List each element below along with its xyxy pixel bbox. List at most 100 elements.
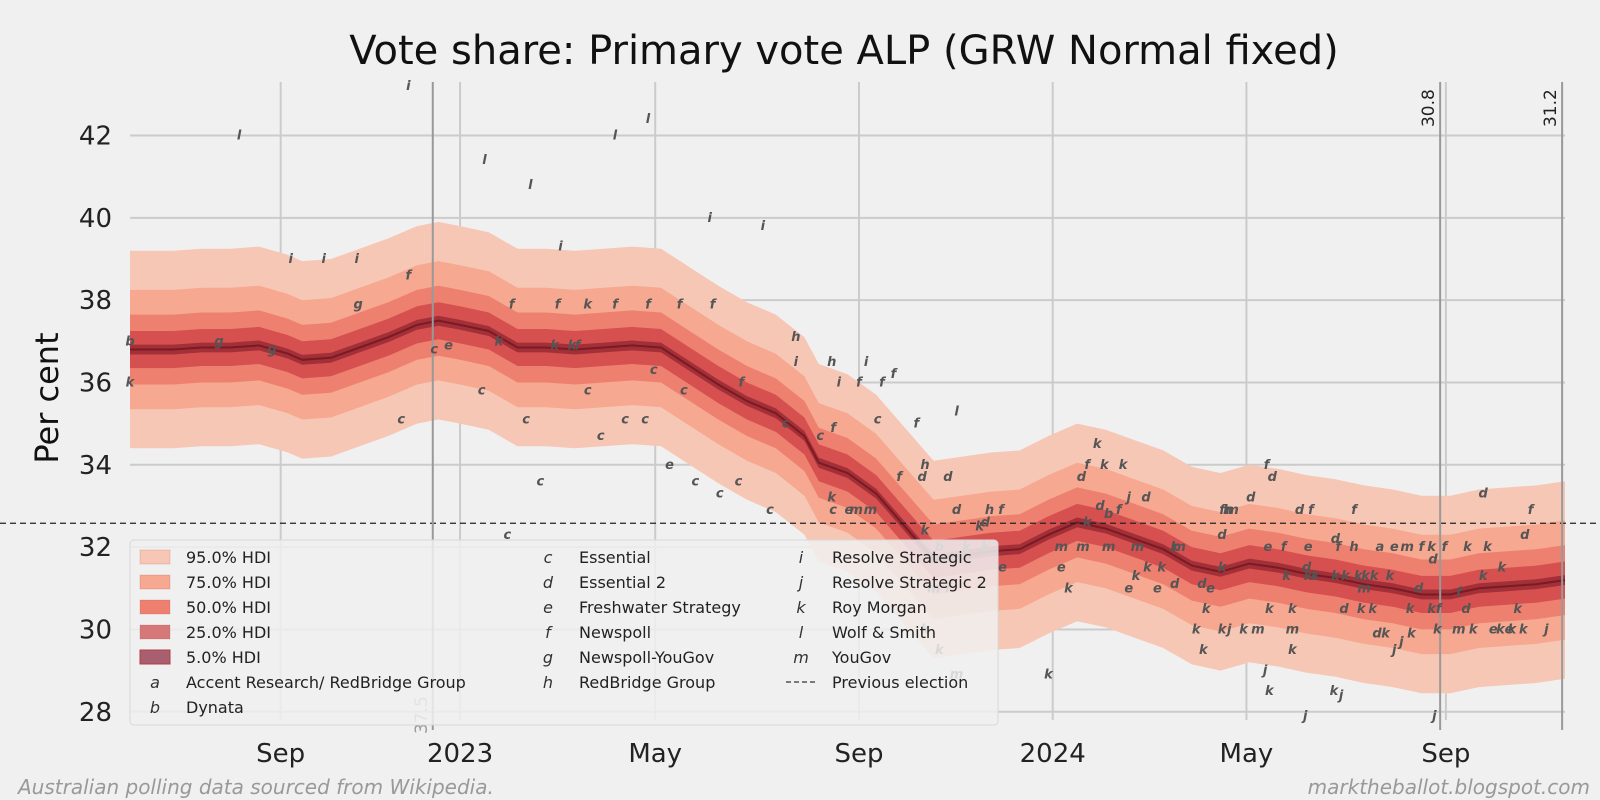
legend-box [129, 539, 999, 726]
poll-marker: m [1172, 540, 1186, 555]
poll-marker: d [1246, 491, 1256, 506]
poll-marker: k [1361, 569, 1371, 584]
election-marker-label: 30.8 [1419, 89, 1439, 127]
poll-marker: i [837, 375, 842, 390]
poll-marker: d [1217, 528, 1227, 543]
poll-marker: k [1192, 622, 1202, 637]
poll-marker: l [528, 178, 533, 193]
median-line [130, 319, 1566, 596]
poll-marker: i [288, 252, 293, 267]
poll-marker: f [1281, 540, 1289, 555]
poll-marker: e [1489, 622, 1498, 637]
poll-marker: d [1268, 470, 1278, 485]
poll-marker: m [1452, 622, 1466, 637]
poll-marker: j [1301, 709, 1308, 724]
poll-marker: e [845, 503, 854, 518]
poll-marker: d [1428, 552, 1438, 567]
poll-marker: f [575, 338, 583, 353]
poll-marker: d [1295, 503, 1305, 518]
poll-marker: m [1251, 622, 1265, 637]
poll-marker: j [1430, 709, 1437, 724]
legend-label: 75.0% HDI [186, 573, 271, 592]
legend-label: RedBridge Group [579, 673, 715, 692]
legend-label: Roy Morgan [832, 598, 927, 617]
poll-marker: k [1119, 458, 1129, 473]
poll-marker: j [1397, 635, 1404, 650]
poll-marker: c [692, 474, 700, 489]
poll-marker: m [1225, 503, 1239, 518]
y-tick-label: 32 [79, 533, 112, 563]
poll-marker: c [874, 413, 882, 428]
poll-marker: e [998, 561, 1007, 576]
poll-marker: k [1202, 602, 1212, 617]
poll-marker: k [1407, 627, 1417, 642]
poll-marker: i [354, 252, 359, 267]
poll-marker: f [1528, 503, 1536, 518]
legend-label: Essential 2 [579, 573, 666, 592]
legend-swatch [139, 624, 171, 640]
poll-marker: k [1288, 643, 1298, 658]
poll-marker: f [738, 375, 746, 390]
poll-marker: f [406, 268, 414, 283]
legend-label: YouGov [831, 648, 891, 667]
poll-marker: c [397, 413, 405, 428]
poll-marker: m [1102, 540, 1116, 555]
legend-label: Previous election [832, 673, 968, 692]
poll-marker: k [1083, 515, 1093, 530]
poll-marker: c [829, 503, 837, 518]
poll-marker: k [1330, 684, 1340, 699]
poll-marker: k [1381, 627, 1391, 642]
poll-marker: d [1141, 491, 1151, 506]
poll-marker: j [1542, 622, 1549, 637]
poll-marker: l [237, 129, 242, 144]
poll-marker: m [1357, 581, 1371, 596]
poll-marker: k [1170, 540, 1180, 555]
poll-marker: c [430, 343, 438, 358]
legend-marker: c [544, 548, 553, 567]
poll-marker: c [641, 413, 649, 428]
poll-marker: k [975, 520, 985, 535]
poll-marker: c [584, 384, 592, 399]
poll-marker: i [406, 79, 411, 94]
poll-marker: k [1370, 569, 1380, 584]
election-marker-label: 31.2 [1541, 89, 1561, 127]
poll-marker: d [952, 503, 962, 518]
axis-ticks: 28 30 32 34 36 38 40 42 Sep 2023 May Sep 2024 May Sep [79, 122, 1470, 769]
poll-marker: c [597, 429, 605, 444]
poll-marker: k [1368, 602, 1378, 617]
poll-marker: d [1302, 561, 1312, 576]
poll-marker: c [782, 417, 790, 432]
poll-marker: k [1427, 540, 1437, 555]
hdi-bands [130, 221, 1566, 694]
poll-marker: k [1386, 569, 1396, 584]
poll-marker: f [914, 417, 922, 432]
poll-marker: d [1095, 499, 1105, 514]
legend-marker: k [796, 598, 806, 617]
poll-marker: k [1469, 622, 1479, 637]
y-tick-label: 42 [79, 122, 112, 152]
poll-marker: f [856, 375, 864, 390]
legend-label: Resolve Strategic [832, 548, 972, 567]
x-tick-label: Sep [1421, 739, 1470, 769]
legend-label: 50.0% HDI [186, 598, 271, 617]
poll-marker: d [1414, 581, 1424, 596]
legend-marker: l [799, 623, 804, 642]
poll-marker: f [710, 297, 718, 312]
y-tick-label: 36 [79, 368, 112, 398]
legend-swatch [139, 574, 171, 590]
poll-marker: k [126, 375, 136, 390]
poll-marker: m [1286, 622, 1300, 637]
poll-marker: k [568, 338, 578, 353]
poll-marker: l [646, 112, 651, 127]
poll-marker: k [550, 338, 560, 353]
poll-marker: k [1304, 569, 1314, 584]
poll-marker: k [1199, 643, 1209, 658]
poll-marker: k [1143, 561, 1153, 576]
poll-marker: k [1288, 602, 1298, 617]
poll-marker: k [1239, 622, 1249, 637]
footer-site: marktheballot.blogspot.com [1308, 775, 1590, 799]
poll-marker: b [1104, 507, 1113, 522]
poll-marker: k [1406, 602, 1416, 617]
poll-marker: e [1505, 622, 1514, 637]
